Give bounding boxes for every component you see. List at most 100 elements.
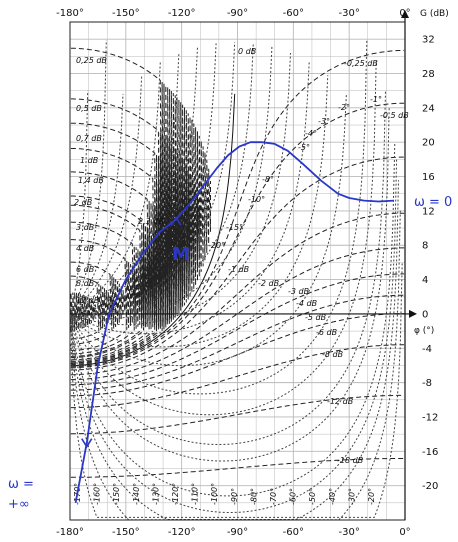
y-tick-label: 24 <box>422 103 435 114</box>
magnitude-curve-label: -8 dB <box>322 350 343 359</box>
phase-curve-label-bottom: -90° <box>230 488 239 505</box>
phase-curve <box>70 46 198 315</box>
phase-curve-label-bottom: -50° <box>308 488 317 505</box>
y-tick-label: -4 <box>422 344 432 355</box>
x-axis-arrowhead <box>409 309 417 318</box>
magnitude-curve-label: -1 dB <box>228 265 249 274</box>
magnitude-curve-label: 3 dB <box>76 223 94 232</box>
phase-curve <box>70 180 399 520</box>
magnitude-curve-label: -12 dB <box>327 397 353 406</box>
phase-curve-label: -2° <box>338 103 350 112</box>
magnitude-curve <box>70 331 133 355</box>
magnitude-curve <box>70 261 126 331</box>
magnitude-curve-label: -4 dB <box>296 299 317 308</box>
phase-curve <box>70 46 273 320</box>
magnitude-curve-label: 0,5 dB <box>76 104 102 113</box>
phase-curve-label: -1° <box>370 95 382 104</box>
phase-curve <box>70 93 124 314</box>
y-tick-label: 28 <box>422 69 435 80</box>
magnitude-curve <box>70 331 159 364</box>
magnitude-curve-label: 0 dB <box>238 47 256 56</box>
y-tick-label: 16 <box>422 172 435 183</box>
closed-loop-phase-curves <box>70 40 403 521</box>
x-tick-label-bottom: -150° <box>112 527 140 538</box>
y-tick-label: 8 <box>422 241 428 252</box>
phase-curve-label: -20° <box>208 241 225 250</box>
locus-line <box>74 141 394 503</box>
phase-curve-label-bottom: -70° <box>269 488 278 505</box>
magnitude-curve <box>70 394 405 435</box>
magnitude-curve <box>70 47 211 331</box>
magnitude-curve-label: 6 dB <box>76 265 94 274</box>
magnitude-curve <box>70 331 154 362</box>
phase-curve-label: -10° <box>248 195 265 204</box>
phase-curve <box>70 93 347 367</box>
y-axis-label: G (dB) <box>420 9 449 19</box>
phase-curve-label-bottom: -110° <box>191 483 200 505</box>
phase-curve-label: -5° <box>298 143 310 152</box>
phase-curve <box>70 52 180 315</box>
magnitude-curve <box>70 331 98 340</box>
phase-curve-label-bottom: -20° <box>367 488 376 505</box>
magnitude-curve-label: -2 dB <box>258 279 279 288</box>
x-tick-label-top: -180° <box>56 8 84 19</box>
phase-curve-label-bottom: -150° <box>112 483 121 505</box>
x-tick-label-top: -30° <box>338 8 359 19</box>
x-tick-label-top: -120° <box>168 8 196 19</box>
magnitude-curve <box>70 239 143 330</box>
phase-curve <box>70 43 217 315</box>
phase-curve <box>70 40 107 313</box>
phase-curve-label: -4° <box>305 129 317 138</box>
phase-curve <box>70 40 368 395</box>
annotation-point-m: M <box>172 244 190 265</box>
x-tick-label-bottom: -180° <box>56 527 84 538</box>
magnitude-curve <box>70 332 156 364</box>
annotation-omega-zero: ω = 0 <box>414 195 452 210</box>
magnitude-curve <box>70 273 405 386</box>
x-tick-label-bottom: -120° <box>168 527 196 538</box>
magnitude-curve <box>70 331 143 358</box>
x-tick-label-top: -90° <box>227 8 248 19</box>
phase-curve-label-bottom: -40° <box>328 488 337 505</box>
phase-curve <box>70 75 329 348</box>
phase-curve-label: -15° <box>226 223 243 232</box>
y-tick-label: -16 <box>422 447 438 458</box>
magnitude-curve-label: 2 dB <box>74 198 92 207</box>
magnitude-curve <box>70 313 405 397</box>
magnitude-curve-label: -0,25 dB <box>344 59 378 68</box>
phase-curve-label-bottom: -120° <box>171 483 180 505</box>
locus-arrow-marker <box>170 215 182 226</box>
phase-curve-label-bottom: -60° <box>289 488 298 505</box>
magnitude-curve <box>70 331 126 351</box>
phase-curve-label-bottom: -30° <box>347 488 356 505</box>
magnitude-curve-label: 4 dB <box>76 244 94 253</box>
closed-loop-magnitude-curves <box>70 47 405 478</box>
phase-curve <box>70 42 236 315</box>
y-tick-label: -12 <box>422 412 438 423</box>
magnitude-curve <box>70 204 163 330</box>
phase-curve <box>70 262 403 518</box>
phase-curve-label-bottom: -100° <box>210 483 219 505</box>
magnitude-curve-label: 2,3 dB <box>138 217 164 226</box>
annotation-omega-inf-top: ω = <box>8 477 34 492</box>
magnitude-curve <box>70 221 154 331</box>
x-tick-label-bottom: -90° <box>227 527 248 538</box>
phase-curve <box>70 90 89 311</box>
magnitude-curve <box>70 212 405 376</box>
magnitude-curve <box>70 156 405 371</box>
phase-curve <box>70 142 396 497</box>
magnitude-curve-label: 8 dB <box>76 279 94 288</box>
y-tick-label: 12 <box>422 206 435 217</box>
annotation-omega-inf-bottom: +∞ <box>8 497 30 512</box>
magnitude-curve <box>70 332 148 361</box>
phase-axis-label: φ (°) <box>414 326 434 336</box>
y-tick-label: -20 <box>422 481 438 492</box>
chart-axes: -180° -180° -150° -150° -120° -120° -90° -90° -6… <box>56 8 438 538</box>
phase-curve <box>70 90 386 445</box>
x-tick-label-top: -60° <box>283 8 304 19</box>
magnitude-curve <box>70 102 405 369</box>
curve-labels: 0,25 dB 0,5 dB 0,7 dB 1 dB 1,4 dB 2 dB 2,3 dB 3… <box>73 47 409 505</box>
phase-curve-label: -8° <box>262 175 274 184</box>
magnitude-curve <box>70 330 141 357</box>
